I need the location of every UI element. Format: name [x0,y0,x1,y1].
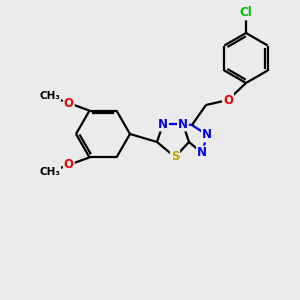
Text: N: N [178,118,188,130]
Text: CH₃: CH₃ [40,91,61,101]
Text: N: N [202,128,212,142]
Text: CH₃: CH₃ [40,167,61,177]
Text: Cl: Cl [240,7,252,20]
Text: O: O [64,158,74,171]
Text: O: O [64,97,74,110]
Text: N: N [158,118,168,130]
Text: N: N [197,146,207,160]
Text: O: O [223,94,233,106]
Text: S: S [171,151,179,164]
